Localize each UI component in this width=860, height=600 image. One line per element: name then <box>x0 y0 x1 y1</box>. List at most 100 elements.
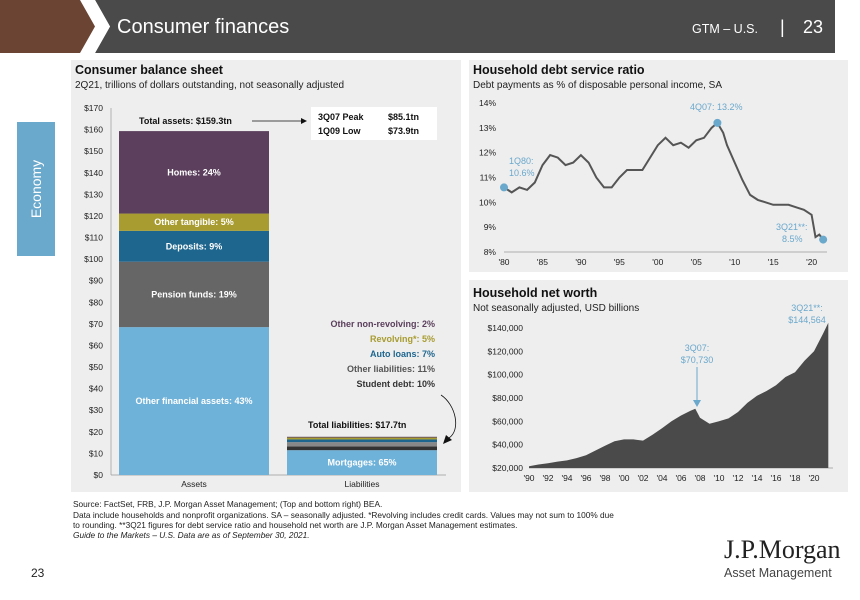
series-label: GTM – U.S. <box>692 22 758 36</box>
x-tick-label: '98 <box>599 473 610 483</box>
asset-management-label: Asset Management <box>724 566 832 580</box>
x-tick-label: '20 <box>808 473 819 483</box>
y-tick-label: $120 <box>84 211 103 221</box>
y-tick-label: 12% <box>479 148 496 158</box>
liab-label-other-nonrevolving: Other non-revolving: 2% <box>330 319 435 329</box>
source-line-2: Data include households and nonprofit or… <box>73 510 614 520</box>
marker-point <box>713 118 722 127</box>
liab-label-other-liabilities: Other liabilities: 11% <box>347 364 435 374</box>
y-tick-label: $80 <box>89 297 103 307</box>
header-background <box>0 0 835 53</box>
y-tick-label: 14% <box>479 98 496 108</box>
balance-sheet-panel: Consumer balance sheet 2Q21, trillions o… <box>71 60 461 492</box>
y-tick-label: $70 <box>89 319 103 329</box>
net-worth-area <box>529 322 829 468</box>
annotation-3q07-arrowhead <box>693 400 701 407</box>
liability-segment <box>287 450 437 475</box>
peak-low-box <box>311 107 437 140</box>
economy-tab[interactable]: Economy <box>17 122 55 256</box>
annotation-3q21-value: $144,564 <box>788 315 826 325</box>
y-tick-label: $80,000 <box>492 393 523 403</box>
y-tick-label: 13% <box>479 123 496 133</box>
liab-label-student-debt: Student debt: 10% <box>356 379 435 389</box>
x-tick-label: '10 <box>713 473 724 483</box>
annotation-1q80: 1Q80: <box>509 156 534 166</box>
header-accent-block <box>0 0 95 53</box>
y-tick-label: $140 <box>84 168 103 178</box>
annotation-1q80-value: 10.6% <box>509 168 535 178</box>
y-tick-label: $170 <box>84 103 103 113</box>
x-label-assets: Assets <box>181 479 207 489</box>
y-tick-label: 9% <box>484 222 497 232</box>
annotation-3q07-value: $70,730 <box>681 355 714 365</box>
x-tick-label: '92 <box>542 473 553 483</box>
x-tick-label: '96 <box>580 473 591 483</box>
annotation-3q21: 3Q21**: <box>791 303 823 313</box>
header-bar: Consumer finances GTM – U.S. | 23 <box>0 0 860 58</box>
net-worth-title: Household net worth <box>473 286 598 300</box>
x-tick-label: '95 <box>614 257 625 267</box>
y-tick-label: $50 <box>89 362 103 372</box>
liabilities-bracket-arrowhead <box>443 435 452 444</box>
peak-label: 3Q07 Peak <box>318 112 365 122</box>
jpmorgan-logo: J.P.Morgan <box>724 535 841 564</box>
liability-segment <box>287 446 437 451</box>
asset-segment-label: Deposits: 9% <box>166 241 223 251</box>
liability-segment <box>287 439 437 443</box>
asset-segment <box>119 327 269 475</box>
x-tick-label: '08 <box>694 473 705 483</box>
liability-segment <box>287 436 437 438</box>
x-tick-label: '00 <box>652 257 663 267</box>
peak-value: $85.1tn <box>388 112 419 122</box>
x-tick-label: '02 <box>637 473 648 483</box>
total-assets-arrowhead <box>301 118 307 124</box>
asset-segment-label: Pension funds: 19% <box>151 289 237 299</box>
y-tick-label: $40 <box>89 384 103 394</box>
asset-segment <box>119 230 269 262</box>
y-tick-label: $140,000 <box>488 323 524 333</box>
x-tick-label: '16 <box>770 473 781 483</box>
asset-segment <box>119 261 269 328</box>
low-value: $73.9tn <box>388 126 419 136</box>
total-liabilities-label: Total liabilities: $17.7tn <box>308 420 406 430</box>
asset-segment-label: Homes: 24% <box>167 167 221 177</box>
y-tick-label: $10 <box>89 448 103 458</box>
y-tick-label: $20 <box>89 427 103 437</box>
marker-point <box>819 235 828 244</box>
liability-segment-label: Mortgages: 65% <box>327 458 396 468</box>
balance-sheet-chart: $0 $10 $20 $30 $40 $50 $60 $70 $80 $90 $100 $110 $12… <box>84 103 457 489</box>
net-worth-chart: $20,000 $40,000 $60,000 $80,000 $100,000 $120… <box>488 303 833 483</box>
y-tick-label: $60 <box>89 340 103 350</box>
x-tick-label: '06 <box>675 473 686 483</box>
x-tick-label: '15 <box>768 257 779 267</box>
x-tick-label: '00 <box>618 473 629 483</box>
x-tick-label: '90 <box>523 473 534 483</box>
asset-segment <box>119 213 269 231</box>
asset-segment-label: Other tangible: 5% <box>154 217 234 227</box>
x-tick-label: '14 <box>751 473 762 483</box>
y-tick-label: $100 <box>84 254 103 264</box>
annotation-3q21-value: 8.5% <box>782 234 803 244</box>
total-assets-label: Total assets: $159.3tn <box>139 116 232 126</box>
net-worth-subtitle: Not seasonally adjusted, USD billions <box>473 303 640 314</box>
x-tick-label: '10 <box>729 257 740 267</box>
liability-segment <box>287 437 437 440</box>
x-tick-label: '20 <box>806 257 817 267</box>
annotation-3q21: 3Q21**: <box>776 222 808 232</box>
debt-service-title: Household debt service ratio <box>473 63 645 77</box>
y-tick-label: 8% <box>484 247 497 257</box>
y-tick-label: $120,000 <box>488 346 524 356</box>
y-tick-label: $0 <box>94 470 104 480</box>
y-tick-label: 10% <box>479 197 496 207</box>
x-tick-label: '80 <box>498 257 509 267</box>
annotation-4q07: 4Q07: 13.2% <box>690 102 743 112</box>
debt-service-line <box>503 121 824 241</box>
debt-service-chart: 8% 9% 10% 11% 12% 13% 14% '80 '85 '90 '95 '00 '05 '10… <box>479 98 828 267</box>
source-line-4: Guide to the Markets – U.S. Data are as … <box>73 530 310 540</box>
liabilities-bracket <box>440 394 457 439</box>
y-tick-label: $40,000 <box>492 440 523 450</box>
balance-sheet-subtitle: 2Q21, trillions of dollars outstanding, … <box>75 80 345 91</box>
marker-point <box>500 183 508 192</box>
header-chevron-edge <box>80 0 110 53</box>
low-label: 1Q09 Low <box>318 126 362 136</box>
